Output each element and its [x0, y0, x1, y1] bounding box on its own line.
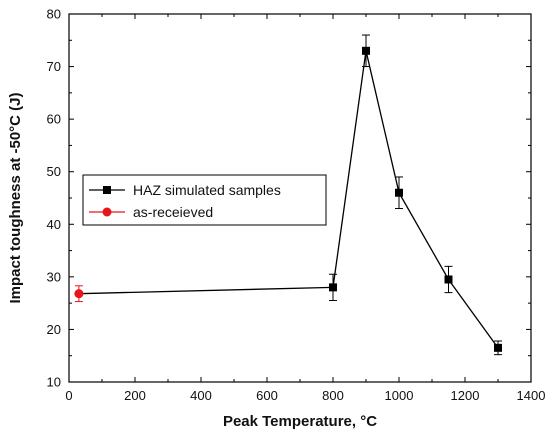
- x-tick-label: 1000: [385, 388, 414, 403]
- x-tick-label: 1200: [451, 388, 480, 403]
- x-tick-label: 1400: [517, 388, 546, 403]
- x-axis-title: Peak Temperature, °C: [223, 413, 377, 430]
- legend-item-as-received: as-receieved: [89, 204, 213, 220]
- y-tick-label: 60: [47, 112, 61, 127]
- data-point-circle: [74, 289, 84, 299]
- x-tick-label: 200: [124, 388, 146, 403]
- x-tick-label: 600: [256, 388, 278, 403]
- y-axis-title: Impact toughness at -50°C (J): [7, 92, 24, 303]
- y-tick-label: 50: [47, 164, 61, 179]
- plot-area: [74, 34, 502, 356]
- data-point-square: [395, 188, 403, 197]
- legend-square-marker: [103, 186, 111, 194]
- y-tick-label: 80: [47, 7, 61, 22]
- y-tick-label: 30: [47, 269, 61, 284]
- legend-label-as-received: as-receieved: [133, 204, 213, 220]
- connector-line: [78, 286, 334, 295]
- x-tick-label: 400: [190, 388, 212, 403]
- x-tick-label: 0: [65, 388, 72, 403]
- y-axis: 10 20 30 40 50 60 70 80: [47, 7, 531, 390]
- legend: HAZ simulated samples as-receieved: [82, 174, 327, 226]
- legend-item-haz: HAZ simulated samples: [89, 182, 281, 198]
- y-tick-label: 10: [47, 375, 61, 390]
- data-point-square: [329, 283, 337, 292]
- data-point-square: [494, 343, 502, 352]
- series-line-0: [332, 50, 499, 349]
- data-point-square: [444, 275, 453, 284]
- legend-circle-marker: [102, 207, 112, 217]
- legend-label-haz: HAZ simulated samples: [133, 182, 281, 198]
- y-tick-label: 70: [47, 59, 61, 74]
- data-point-square: [362, 46, 370, 55]
- legend-box: [82, 174, 327, 226]
- x-axis: 0 200 400 600 800 1000 1200 1400: [65, 14, 545, 403]
- x-tick-label: 800: [322, 388, 344, 403]
- y-tick-label: 20: [47, 322, 61, 337]
- y-tick-label: 40: [47, 217, 61, 232]
